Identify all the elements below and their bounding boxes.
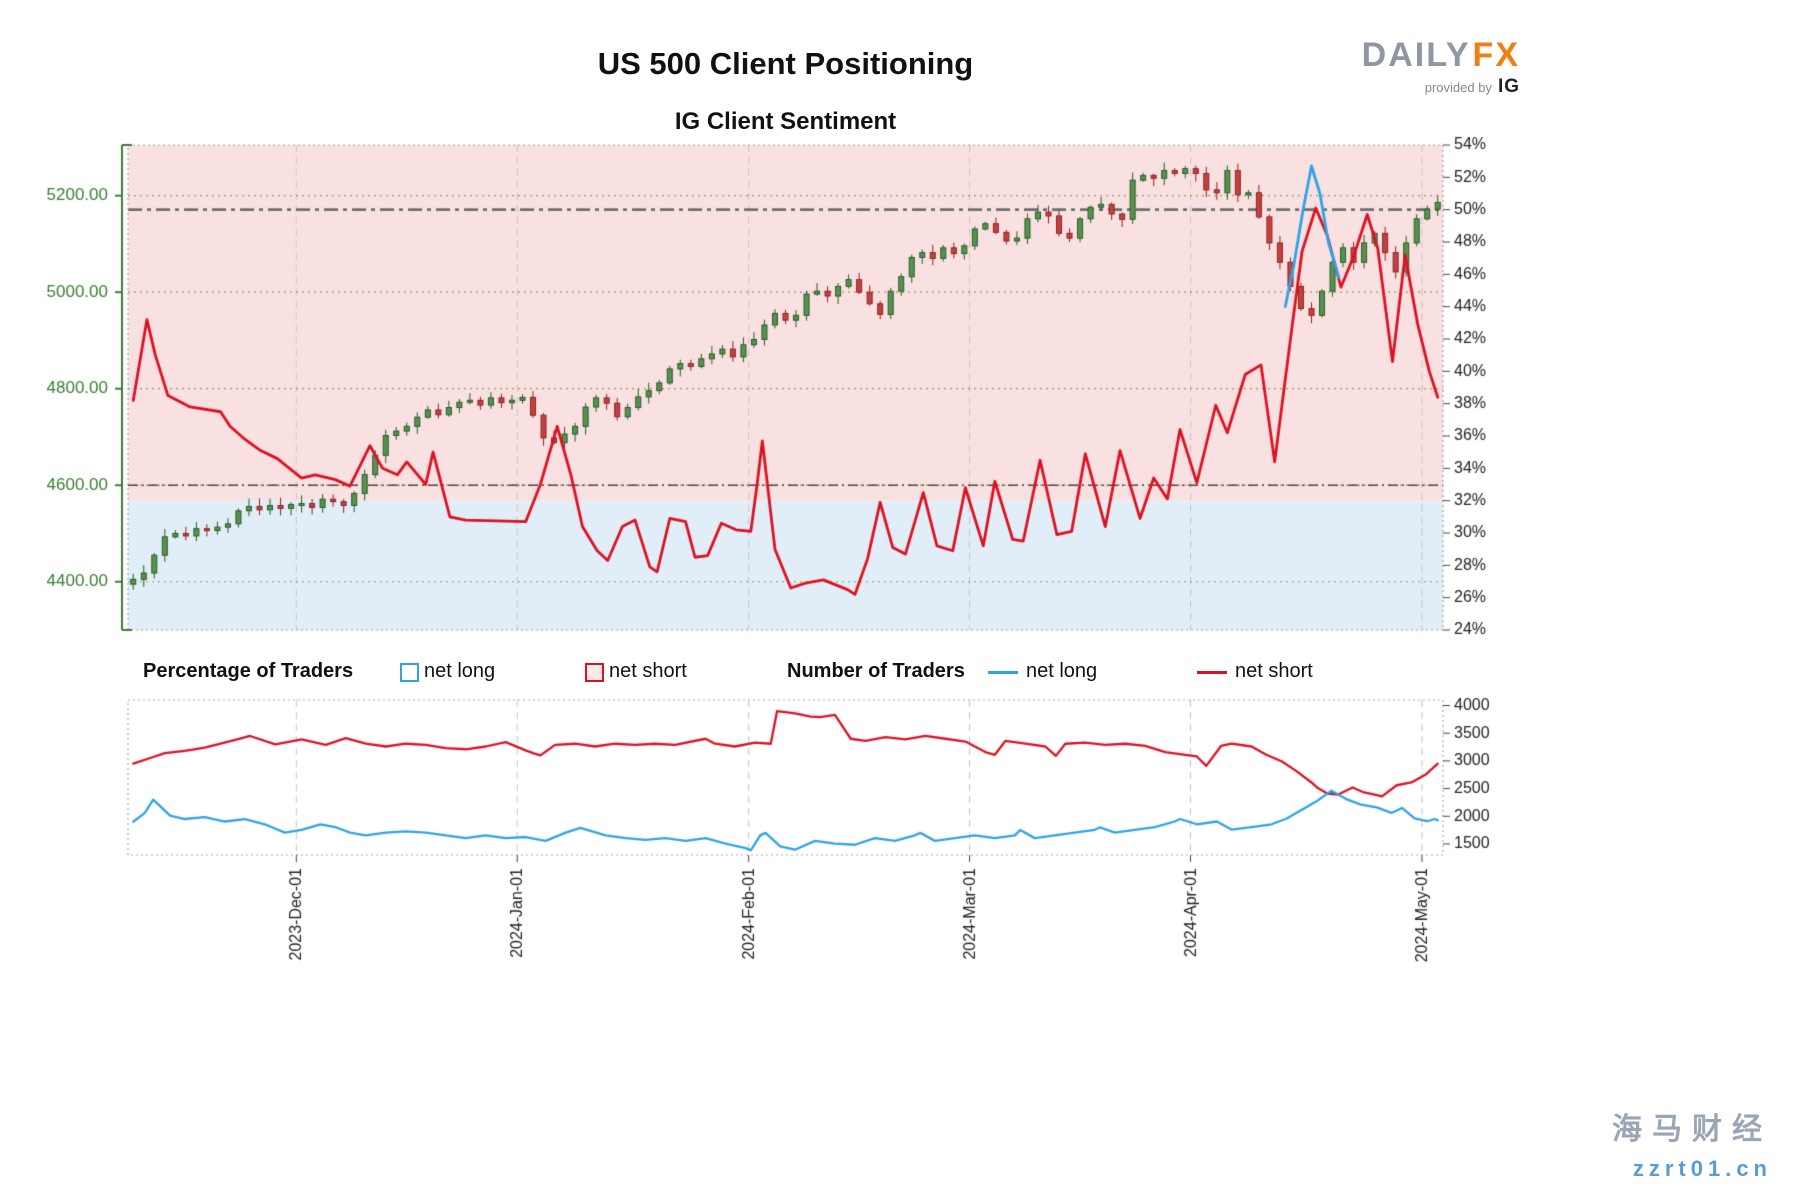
legend-num-net-long-line	[988, 671, 1018, 674]
provided-by-text: provided by	[1424, 79, 1492, 95]
chart-legend: Percentage of Traders net long net short…	[128, 660, 1443, 690]
legend-pct-net-short-label: net short	[609, 660, 687, 682]
dailyfx-daily-text: DAILY	[1361, 36, 1471, 74]
watermark-line1: 海马财经	[1612, 1113, 1772, 1146]
legend-pct-net-long-label: net long	[424, 660, 496, 682]
watermark-line2: zzrt01.cn	[1632, 1156, 1772, 1181]
legend-pct-net-short-swatch	[585, 663, 604, 682]
legend-number-title: Number of Traders	[787, 660, 965, 682]
dailyfx-fx-text: FX	[1472, 36, 1520, 74]
dailyfx-logo: DAILYFX provided by IG	[1360, 38, 1520, 98]
legend-pct-net-long-swatch	[400, 663, 419, 682]
legend-percentage-title: Percentage of Traders	[143, 660, 354, 682]
dailyfx-wordmark: DAILYFX	[1360, 38, 1520, 72]
legend-num-net-long-label: net long	[1026, 660, 1098, 682]
ig-logo: IG	[1497, 76, 1520, 97]
legend-num-net-short-label: net short	[1235, 660, 1313, 682]
chart-subtitle: IG Client Sentiment	[674, 108, 897, 135]
page-title: US 500 Client Positioning	[597, 46, 974, 81]
legend-num-net-short-line	[1197, 671, 1227, 674]
watermark: 海马财经 zzrt01.cn	[1612, 1104, 1772, 1182]
provided-by-row: provided by IG	[1360, 76, 1520, 98]
